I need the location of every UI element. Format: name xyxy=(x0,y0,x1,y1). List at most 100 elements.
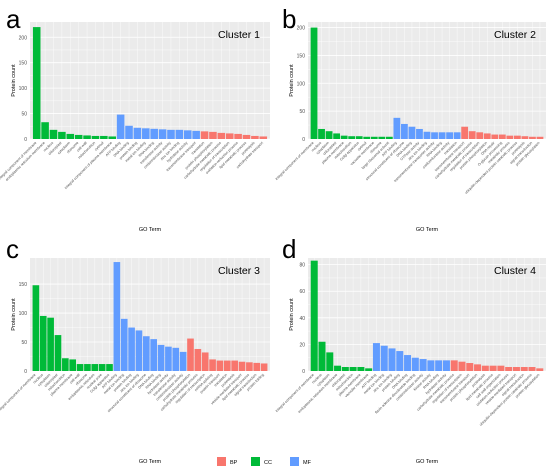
bar xyxy=(385,136,393,139)
panel-letter: b xyxy=(282,4,296,34)
bar xyxy=(135,330,143,371)
bar xyxy=(341,367,349,371)
x-tick-label: nucleus xyxy=(32,373,44,385)
legend-label: CC xyxy=(264,460,272,466)
y-tick-label: 50 xyxy=(21,112,27,118)
y-tick-label: 150 xyxy=(297,53,306,59)
chart-title: Cluster 1 xyxy=(218,29,260,41)
y-tick-label: 20 xyxy=(299,342,305,348)
bar xyxy=(91,135,100,139)
bar xyxy=(39,315,47,371)
legend-label: BP xyxy=(230,460,238,466)
bar xyxy=(143,336,150,371)
bar xyxy=(58,131,66,139)
y-tick-label: 0 xyxy=(302,369,305,375)
bar xyxy=(461,126,469,139)
legend-swatch-bp xyxy=(217,457,226,466)
bar xyxy=(231,360,238,371)
x-tick-label: nucleus xyxy=(311,373,323,385)
bar xyxy=(431,132,438,139)
chart-title: Cluster 4 xyxy=(494,265,536,277)
chart-panel-d: d 0 20 40 60 80 integral component of membrane… xyxy=(275,234,546,465)
y-axis-title: Protein count xyxy=(289,64,295,97)
x-axis-title: GO Term xyxy=(416,227,439,233)
x-tick-label: integral component of membrane xyxy=(275,373,315,413)
bar xyxy=(223,360,231,371)
bar xyxy=(334,365,342,371)
legend: BP CC MF xyxy=(217,457,312,466)
x-tick-label: cell wall xyxy=(76,141,88,153)
bar xyxy=(491,134,499,139)
chart-title: Cluster 3 xyxy=(218,265,260,277)
bar xyxy=(192,130,200,139)
bar xyxy=(365,368,373,371)
bar xyxy=(157,344,165,371)
bar xyxy=(536,136,544,139)
bar xyxy=(84,364,91,371)
legend-label: MF xyxy=(303,460,312,466)
bar xyxy=(520,367,528,371)
bar xyxy=(113,262,121,371)
bar xyxy=(505,367,513,371)
bar xyxy=(458,361,466,371)
x-tick-label: cytosol xyxy=(94,141,105,152)
bar xyxy=(100,135,108,139)
bar xyxy=(466,363,474,371)
bar xyxy=(260,363,268,371)
bar xyxy=(416,128,423,139)
x-tick-label: integral component of membrane xyxy=(275,141,315,181)
bar xyxy=(476,132,484,139)
panel-letter: c xyxy=(6,234,19,264)
bar xyxy=(209,131,217,139)
bar xyxy=(74,134,83,139)
chart-panel-c: c 0 50 100 150 integral component of membrane… xyxy=(0,234,270,465)
bar xyxy=(513,135,521,139)
bar xyxy=(251,135,259,139)
bar xyxy=(167,129,175,139)
bar xyxy=(498,134,506,139)
bar xyxy=(32,285,40,371)
bar xyxy=(340,135,348,139)
bar xyxy=(318,128,325,139)
y-axis-title: Protein count xyxy=(11,298,17,331)
bar xyxy=(310,260,318,371)
y-tick-label: 80 xyxy=(299,263,305,269)
y-tick-label: 150 xyxy=(19,61,28,67)
bar xyxy=(423,131,431,139)
bar xyxy=(481,365,489,371)
bar xyxy=(435,360,443,371)
bar xyxy=(142,128,150,139)
bar xyxy=(372,343,380,371)
x-tick-label: nucleus xyxy=(311,141,323,153)
bar xyxy=(106,364,113,371)
bar xyxy=(98,364,106,371)
bar xyxy=(310,27,318,140)
bar xyxy=(450,360,458,371)
bar xyxy=(483,133,491,139)
bar xyxy=(380,345,388,371)
bar xyxy=(259,136,268,139)
bar xyxy=(401,123,408,139)
bar xyxy=(183,130,192,139)
bar xyxy=(41,122,49,139)
y-tick-label: 150 xyxy=(19,282,28,288)
y-tick-label: 100 xyxy=(19,311,28,317)
bar xyxy=(242,134,251,139)
bar xyxy=(396,351,404,371)
chart-panel-b: b 0 50 100 150 200 integral component of membr… xyxy=(275,4,546,233)
y-tick-label: 60 xyxy=(299,289,305,295)
x-axis-title: GO Term xyxy=(416,459,439,465)
bar xyxy=(438,132,446,139)
panel-letter: a xyxy=(6,4,21,34)
x-tick-label: nucleus xyxy=(43,141,55,153)
bar xyxy=(83,135,91,139)
x-tick-label: cytosol xyxy=(357,141,368,152)
bar xyxy=(194,348,202,371)
x-tick-label: integral component of membrane xyxy=(0,373,37,413)
bar xyxy=(54,335,62,371)
chart-title: Cluster 2 xyxy=(494,29,536,41)
bar xyxy=(200,131,209,139)
y-axis-title: Protein count xyxy=(289,298,295,331)
bar xyxy=(116,114,125,139)
